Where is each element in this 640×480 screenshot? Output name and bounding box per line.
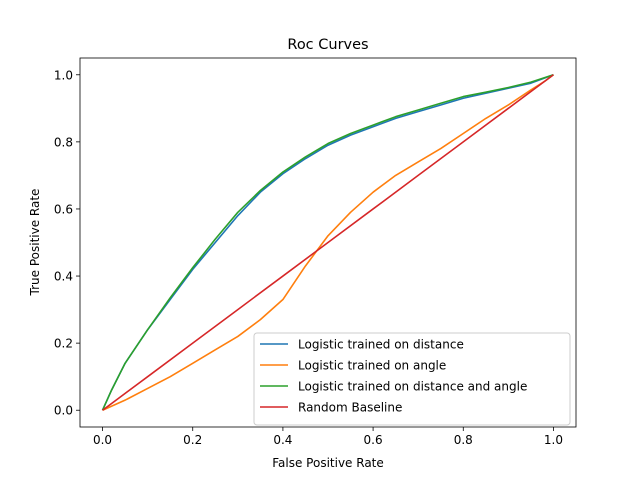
y-tick-label-3: 0.6 <box>54 202 73 216</box>
x-tick-label-5: 1.0 <box>544 433 563 447</box>
series-line-2 <box>101 74 554 411</box>
y-tick-label-0: 0.0 <box>54 404 73 418</box>
axis-ticks: 0.0 0.2 0.4 0.6 0.8 1.0 0.0 0.2 0.4 0.6 0.8 1.0 <box>54 68 563 447</box>
legend-label-0: Logistic trained on distance <box>298 338 464 352</box>
legend: Logistic trained on distance Logistic tra… <box>253 332 571 426</box>
y-tick-label-4: 0.8 <box>54 135 73 149</box>
plot-lines <box>101 74 554 411</box>
x-tick-label-2: 0.4 <box>273 433 292 447</box>
chart-title: Roc Curves <box>287 37 368 53</box>
plot-frame <box>79 57 577 428</box>
y-tick-label-2: 0.4 <box>54 270 73 284</box>
x-tick-label-4: 0.8 <box>454 433 473 447</box>
x-tick-label-3: 0.6 <box>364 433 383 447</box>
legend-box <box>253 332 571 426</box>
legend-label-3: Random Baseline <box>298 401 402 415</box>
legend-label-1: Logistic trained on angle <box>298 359 446 373</box>
y-tick-label-5: 1.0 <box>54 68 73 82</box>
x-axis-label: False Positive Rate <box>272 456 384 470</box>
series-line-1 <box>102 74 554 411</box>
y-axis-label: True Positive Rate <box>28 189 42 297</box>
legend-label-2: Logistic trained on distance and angle <box>298 380 527 394</box>
x-tick-label-1: 0.2 <box>183 433 202 447</box>
x-tick-label-0: 0.0 <box>93 433 112 447</box>
y-tick-label-1: 0.2 <box>54 337 73 351</box>
series-line-3 <box>102 74 554 411</box>
